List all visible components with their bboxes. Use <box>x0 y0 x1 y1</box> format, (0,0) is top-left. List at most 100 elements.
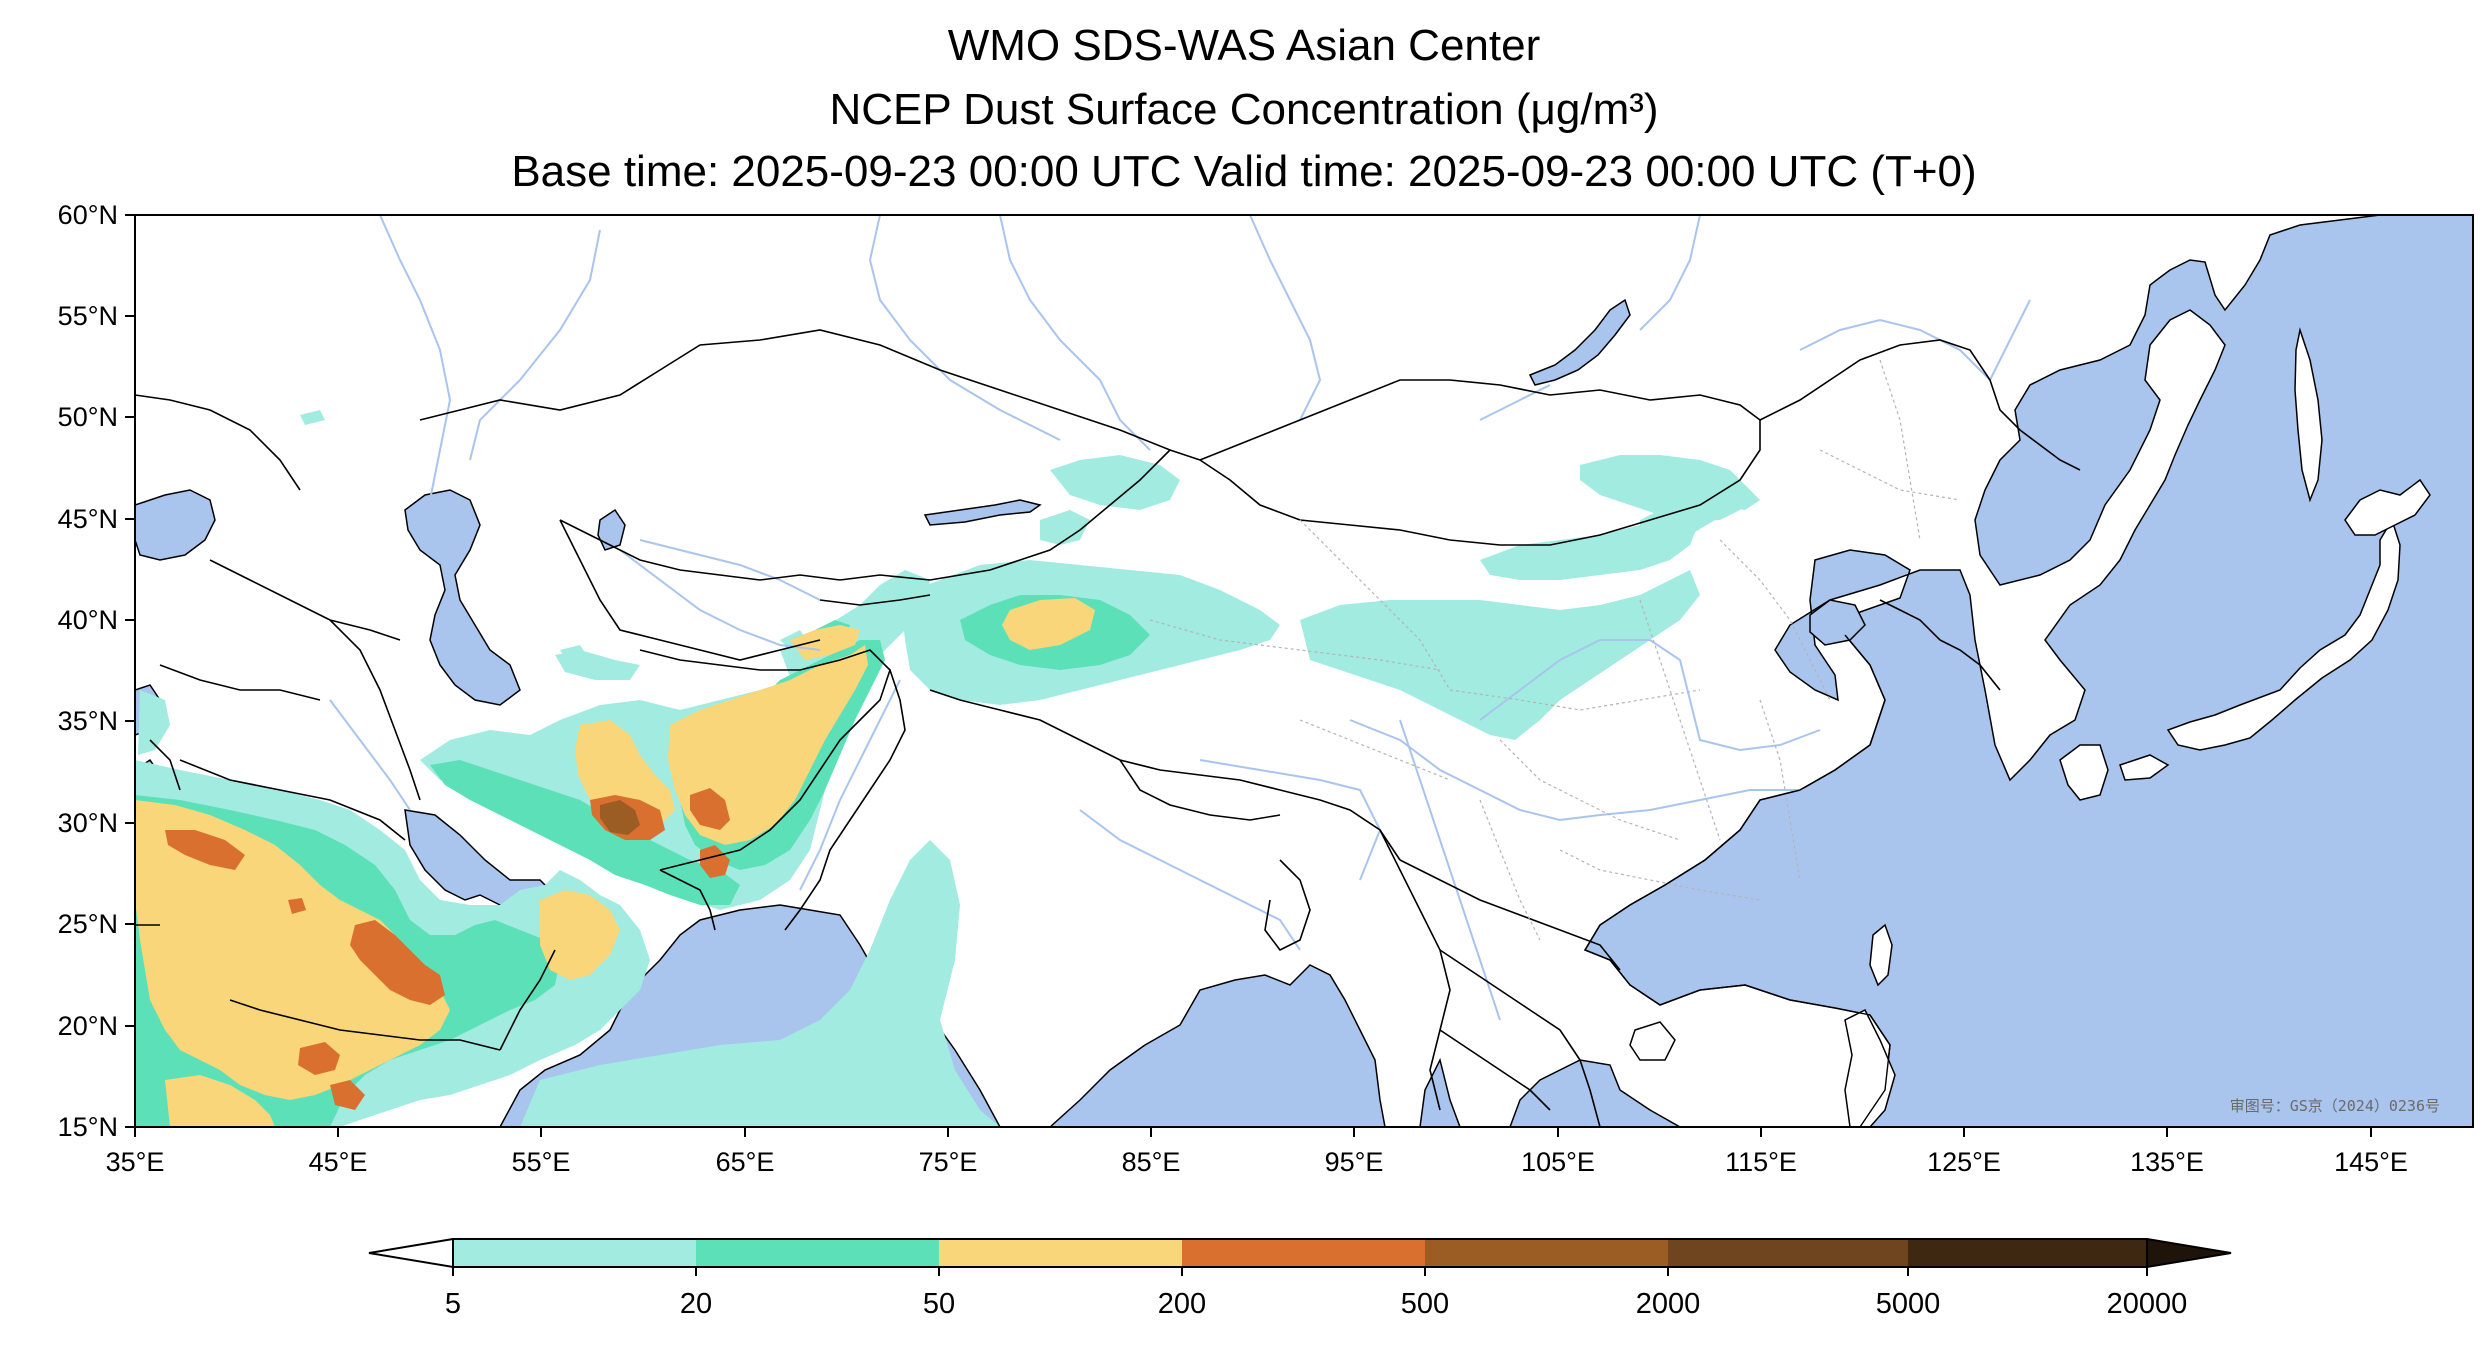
province-border-11 <box>1819 449 1961 501</box>
lon-tick-label: 95°E <box>1325 1147 1384 1177</box>
border-thai-cambodia <box>1439 1029 1551 1111</box>
river-yangtze <box>1349 719 1851 822</box>
dust-arabia-yellow <box>135 800 450 1100</box>
colorbar-label: 200 <box>1158 1288 1206 1320</box>
river-syr-darya <box>639 539 821 601</box>
border-nepal <box>1119 759 1281 821</box>
dust-arabian-sea-plume <box>520 840 1000 1127</box>
dust-afghan-orange <box>690 788 730 830</box>
river-yenisei <box>1249 215 1322 421</box>
japan-hokkaido <box>2344 478 2431 536</box>
border-afghan <box>639 649 891 871</box>
border-russia-china-ne <box>1759 339 2081 471</box>
border-russia-mongolia <box>1199 379 1761 461</box>
river-volga <box>379 215 452 501</box>
dust-east-africa-green <box>135 1060 175 1127</box>
dust-small-caspian <box>560 645 590 665</box>
border-bangladesh <box>1264 859 1311 952</box>
approval-number: 审图号：GS京（2024）0236号 <box>2230 1097 2440 1115</box>
dust-yemen-yellow <box>165 1075 275 1127</box>
lat-tick-label: 55°N <box>58 301 118 331</box>
river-ural <box>469 229 601 461</box>
lat-axis: 15°N 20°N 25°N 30°N 35°N 40°N 45°N 50°N … <box>58 200 135 1142</box>
colorbar-label: 500 <box>1401 1288 1449 1320</box>
black-sea <box>135 489 216 561</box>
dust-oman-yellow <box>540 890 620 980</box>
border-tajik-kyrgyz <box>819 594 931 606</box>
colorbar-label: 20000 <box>2107 1288 2188 1320</box>
dust-dzungaria <box>1040 510 1090 545</box>
title-line-3: Base time: 2025-09-23 00:00 UTC Valid ti… <box>511 147 1977 196</box>
border-mongolia-china <box>1199 420 1761 546</box>
lon-tick-label: 145°E <box>2334 1147 2408 1177</box>
province-border-4 <box>1499 739 1681 841</box>
colorbar-label: 20 <box>680 1288 712 1320</box>
dust-pak-orange <box>700 845 730 878</box>
lat-tick-label: 25°N <box>58 909 118 939</box>
lon-tick-label: 135°E <box>2130 1147 2204 1177</box>
border-laos-vietnam <box>1439 949 1601 1127</box>
colorbar-over-arrow <box>2146 1237 2232 1269</box>
colorbar-frame <box>452 1238 2148 1268</box>
border-jordan <box>149 739 181 791</box>
river-ob <box>999 215 1151 451</box>
province-border-6 <box>1719 539 1831 701</box>
japan-honshu <box>2166 518 2401 751</box>
dust-tarim-yellow <box>1002 598 1095 650</box>
lon-tick-label: 75°E <box>919 1147 978 1177</box>
colorbar-bin-7 <box>1908 1239 2147 1267</box>
province-borders-layer <box>1149 359 1961 941</box>
lon-tick-label: 125°E <box>1927 1147 2001 1177</box>
border-china-india <box>929 689 1401 861</box>
border-korea <box>1939 639 2001 691</box>
japan-kyushu <box>2059 744 2109 801</box>
river-lena <box>1639 215 1701 331</box>
andaman-sea <box>1419 1057 1461 1127</box>
border-iran-pak <box>659 869 716 931</box>
river-brahmaputra <box>1199 759 1382 881</box>
lon-tick-label: 85°E <box>1122 1147 1181 1177</box>
province-border-2 <box>1299 519 1451 691</box>
map-plot-area <box>135 215 2473 1127</box>
dust-arabia-orange-1 <box>165 830 245 870</box>
lat-tick-label: 30°N <box>58 808 118 838</box>
colorbar-bin-5 <box>1425 1239 1668 1267</box>
lake-baikal <box>1528 298 1631 386</box>
lat-tick-label: 45°N <box>58 504 118 534</box>
border-pakistan-india <box>784 669 906 931</box>
dust-iran-brown <box>600 800 640 835</box>
title-line-1: WMO SDS-WAS Asian Center <box>947 21 1541 70</box>
border-kazakh-south <box>559 519 931 581</box>
colorbar-bin-1 <box>453 1239 696 1267</box>
border-turkey-syria <box>159 664 321 701</box>
coast-china <box>1583 634 1891 1127</box>
luzon-island <box>1844 1008 1896 1127</box>
colorbar-label: 5 <box>445 1288 461 1320</box>
lat-tick-label: 60°N <box>58 200 118 230</box>
dust-yemen-orange <box>330 1080 365 1110</box>
taiwan-island <box>1869 923 1893 987</box>
dust-small-kazakh <box>300 410 325 425</box>
border-ukraine-russia <box>135 394 301 491</box>
lon-tick-label: 35°E <box>106 1147 165 1177</box>
border-china-se-asia <box>1399 859 1621 971</box>
colorbar: 5 20 50 200 500 2000 5000 20000 <box>368 1237 2232 1320</box>
border-saudi-iraq <box>179 759 406 841</box>
border-uzbek-turkmen <box>559 519 821 661</box>
lat-tick-label: 20°N <box>58 1011 118 1041</box>
dust-tian-shan-north <box>1050 455 1180 510</box>
lon-axis: 35°E 45°E 55°E 65°E 75°E 85°E 95°E 105°E… <box>106 1127 2408 1177</box>
caspian-sea <box>404 489 521 706</box>
dust-hexi-qaidam <box>1300 570 1700 740</box>
province-border-5 <box>1639 599 1721 841</box>
dust-concentration-layer <box>135 410 1760 1127</box>
border-china-korea <box>1879 599 1941 641</box>
rivers-layer <box>329 215 2031 1021</box>
border-russia-kazakh <box>419 329 1201 461</box>
province-border-12 <box>1299 719 1451 781</box>
japan-shikoku <box>2119 754 2170 781</box>
river-irtysh <box>868 215 1061 441</box>
title-line-2: NCEP Dust Surface Concentration (μg/m³) <box>829 85 1659 134</box>
lon-tick-label: 55°E <box>512 1147 571 1177</box>
